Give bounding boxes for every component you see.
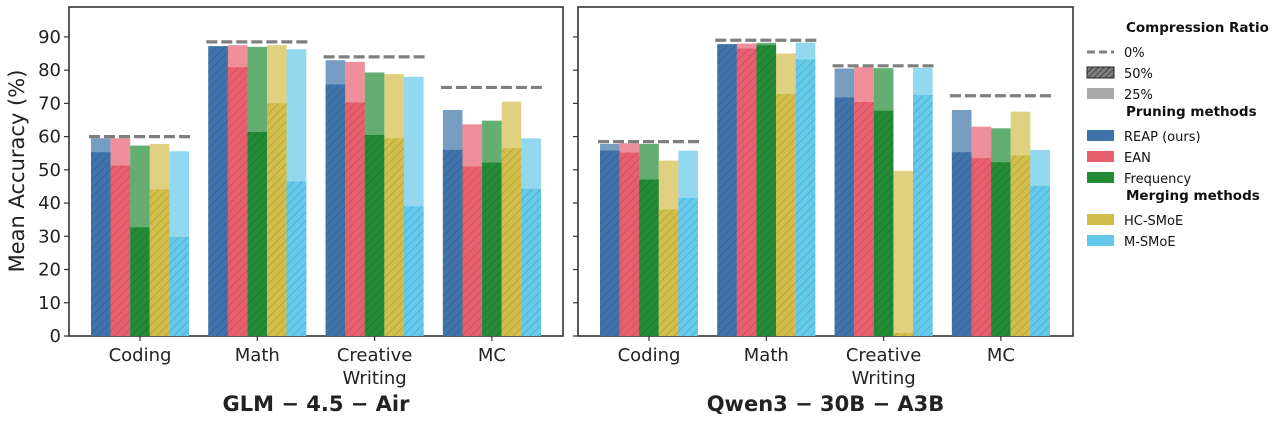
x-tick-label: Coding <box>109 345 172 366</box>
bar-50pct-hatch <box>247 131 268 336</box>
bar-50pct-hatch <box>404 206 424 336</box>
x-tick-label: Writing <box>851 368 915 389</box>
bar-50pct-hatch <box>482 162 502 336</box>
y-tick-label: 50 <box>38 160 61 181</box>
legend-swatch-frequency <box>1087 172 1114 183</box>
y-tick-label: 20 <box>38 260 61 281</box>
group-coding <box>89 135 191 336</box>
bar-50pct-hatch <box>442 149 463 336</box>
bar-50pct-hatch <box>658 209 679 336</box>
y-tick-label: 60 <box>38 127 61 148</box>
bar-50pct-hatch <box>913 95 933 336</box>
bar-50pct-hatch <box>756 45 777 337</box>
bar-50pct-hatch <box>227 67 248 336</box>
group-creative-writing <box>323 55 426 337</box>
bar-50pct-hatch <box>462 166 483 336</box>
legend-swatch-hc-smoe <box>1087 214 1114 225</box>
legend-label-method: EAN <box>1124 151 1151 166</box>
bar-50pct-hatch <box>776 94 796 336</box>
bar-50pct-hatch <box>149 189 170 336</box>
group-mc <box>440 85 543 337</box>
legend-swatch-ean <box>1087 151 1114 162</box>
bar-50pct-hatch <box>991 162 1011 336</box>
legend-swatch-m-smoe <box>1087 235 1114 246</box>
bar-50pct-hatch <box>600 150 620 336</box>
bar-50pct-hatch <box>130 227 150 336</box>
bar-50pct-hatch <box>795 59 816 336</box>
bar-50pct-hatch <box>971 158 992 336</box>
legend: Compression Ratio 0% 50% 25%Pruning methods… <box>1086 20 1269 250</box>
x-tick-label: Creative <box>846 345 921 366</box>
plot-frame <box>577 6 1074 337</box>
legend-label-0pct: 0% <box>1124 46 1145 61</box>
group-mc <box>949 94 1052 337</box>
y-tick-label: 40 <box>38 193 61 214</box>
legend-title-pruning: Pruning methods <box>1126 104 1257 120</box>
x-tick-label: Coding <box>618 345 681 366</box>
y-tick-label: 90 <box>38 27 61 48</box>
bar-50pct-hatch <box>267 103 287 336</box>
group-math <box>715 38 818 337</box>
bar-50pct-hatch <box>1010 155 1031 336</box>
group-creative-writing <box>832 64 935 337</box>
y-tick-label: 0 <box>50 326 61 347</box>
legend-swatch-50pct-hatch <box>1087 67 1114 78</box>
y-tick-label: 70 <box>38 93 61 114</box>
bar-50pct-hatch <box>619 152 640 336</box>
bar-50pct-hatch <box>286 181 307 336</box>
group-math <box>206 40 309 337</box>
bar-50pct-hatch <box>834 97 855 336</box>
bar-50pct-hatch <box>364 134 385 336</box>
legend-title-merging: Merging methods <box>1126 188 1260 204</box>
panel-1: 0 10 20 30 40 50 60 70 80 90 Coding Math CreativeWri… <box>38 6 564 416</box>
legend-label-method: M-SMoE <box>1124 235 1176 250</box>
legend-title-compression-ratio: Compression Ratio <box>1126 20 1269 36</box>
legend-label-50pct: 50% <box>1124 67 1153 82</box>
legend-label-method: Frequency <box>1124 172 1191 187</box>
legend-label-25pct: 25% <box>1124 88 1153 103</box>
bar-50pct-hatch <box>717 44 737 336</box>
legend-swatch-25pct <box>1087 88 1114 99</box>
bar-50pct-hatch <box>169 236 189 336</box>
bar-50pct-hatch <box>345 102 365 336</box>
legend-label-method: REAP (ours) <box>1124 130 1201 145</box>
bar-50pct-hatch <box>951 152 972 336</box>
bar-50pct-hatch <box>208 46 228 336</box>
bar-50pct-hatch <box>854 102 874 337</box>
bar-50pct-hatch <box>91 152 111 336</box>
x-tick-label: MC <box>478 345 506 366</box>
x-tick-label: Creative <box>337 345 412 366</box>
bar-50pct-hatch <box>678 198 698 336</box>
bar-50pct-hatch <box>893 333 913 336</box>
panel-title: GLM − 4.5 − Air <box>223 392 411 416</box>
bar-50pct-hatch <box>736 48 757 336</box>
bar-50pct-hatch <box>501 148 522 336</box>
legend-swatch-reap-ours- <box>1087 130 1114 141</box>
x-tick-label: Writing <box>342 368 406 389</box>
y-tick-label: 80 <box>38 60 61 81</box>
panel-title: Qwen3 − 30B − A3B <box>707 392 945 416</box>
bar-50pct-hatch <box>110 165 131 336</box>
y-tick-label: 10 <box>38 293 61 314</box>
bar-50pct-hatch <box>873 110 894 336</box>
bar-50pct-hatch <box>521 188 541 336</box>
bar-50pct-hatch <box>325 84 346 337</box>
bar-50pct-hatch <box>1030 185 1050 336</box>
x-tick-label: Math <box>235 345 280 366</box>
x-tick-label: MC <box>987 345 1015 366</box>
bar-50pct-hatch <box>384 138 404 336</box>
x-tick-label: Math <box>744 345 789 366</box>
y-axis-label: Mean Accuracy (%) <box>5 70 29 273</box>
y-tick-label: 30 <box>38 226 61 247</box>
plot-frame <box>68 6 564 337</box>
group-coding <box>598 139 700 336</box>
legend-label-method: HC-SMoE <box>1124 214 1183 229</box>
bar-25pct <box>893 170 913 336</box>
bar-50pct-hatch <box>639 179 659 336</box>
